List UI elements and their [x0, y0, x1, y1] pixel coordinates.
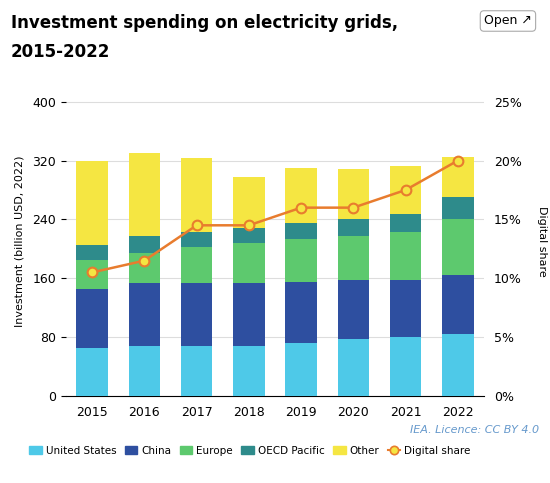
Text: IEA. Licence: CC BY 4.0: IEA. Licence: CC BY 4.0 — [410, 425, 539, 435]
Y-axis label: Digital share: Digital share — [537, 206, 547, 277]
Digital share — [454, 157, 461, 163]
Bar — [233, 177, 265, 228]
Bar — [76, 260, 108, 289]
Bar — [338, 280, 369, 339]
Bar — [442, 275, 474, 333]
Bar — [233, 243, 265, 284]
Bar — [338, 339, 369, 396]
Bar — [233, 346, 265, 396]
Bar — [76, 348, 108, 396]
Bar — [442, 219, 474, 275]
Bar — [181, 284, 212, 346]
Line: Digital share: Digital share — [87, 156, 463, 277]
Bar — [76, 160, 108, 245]
Y-axis label: Investment (billion USD, 2022): Investment (billion USD, 2022) — [14, 156, 24, 327]
Digital share — [245, 222, 252, 228]
Bar — [129, 284, 160, 346]
Bar — [338, 170, 369, 219]
Bar — [390, 232, 421, 280]
Bar — [129, 236, 160, 253]
Bar — [233, 228, 265, 243]
Bar — [390, 213, 421, 232]
Digital share — [350, 205, 356, 211]
Text: Investment spending on electricity grids,: Investment spending on electricity grids… — [11, 14, 398, 32]
Digital share — [141, 258, 147, 264]
Digital share — [298, 205, 305, 211]
Bar — [442, 198, 474, 219]
Bar — [181, 346, 212, 396]
Bar — [285, 223, 317, 239]
Bar — [181, 232, 212, 247]
Bar — [442, 333, 474, 396]
Text: 2015-2022: 2015-2022 — [11, 43, 111, 61]
Bar — [338, 219, 369, 236]
Bar — [285, 239, 317, 282]
Digital share — [403, 187, 409, 193]
Bar — [76, 245, 108, 260]
Bar — [76, 289, 108, 348]
Bar — [129, 253, 160, 284]
Bar — [390, 280, 421, 337]
Legend: United States, China, Europe, OECD Pacific, Other, Digital share: United States, China, Europe, OECD Pacif… — [25, 441, 475, 460]
Bar — [285, 282, 317, 343]
Bar — [390, 166, 421, 213]
Bar — [233, 284, 265, 346]
Bar — [181, 247, 212, 284]
Bar — [129, 346, 160, 396]
Bar — [181, 158, 212, 232]
Bar — [285, 168, 317, 223]
Bar — [390, 337, 421, 396]
Bar — [442, 157, 474, 198]
Bar — [285, 343, 317, 396]
Bar — [129, 153, 160, 236]
Text: Open ↗: Open ↗ — [484, 14, 532, 28]
Digital share — [89, 270, 96, 275]
Bar — [338, 236, 369, 280]
Digital share — [194, 222, 200, 228]
